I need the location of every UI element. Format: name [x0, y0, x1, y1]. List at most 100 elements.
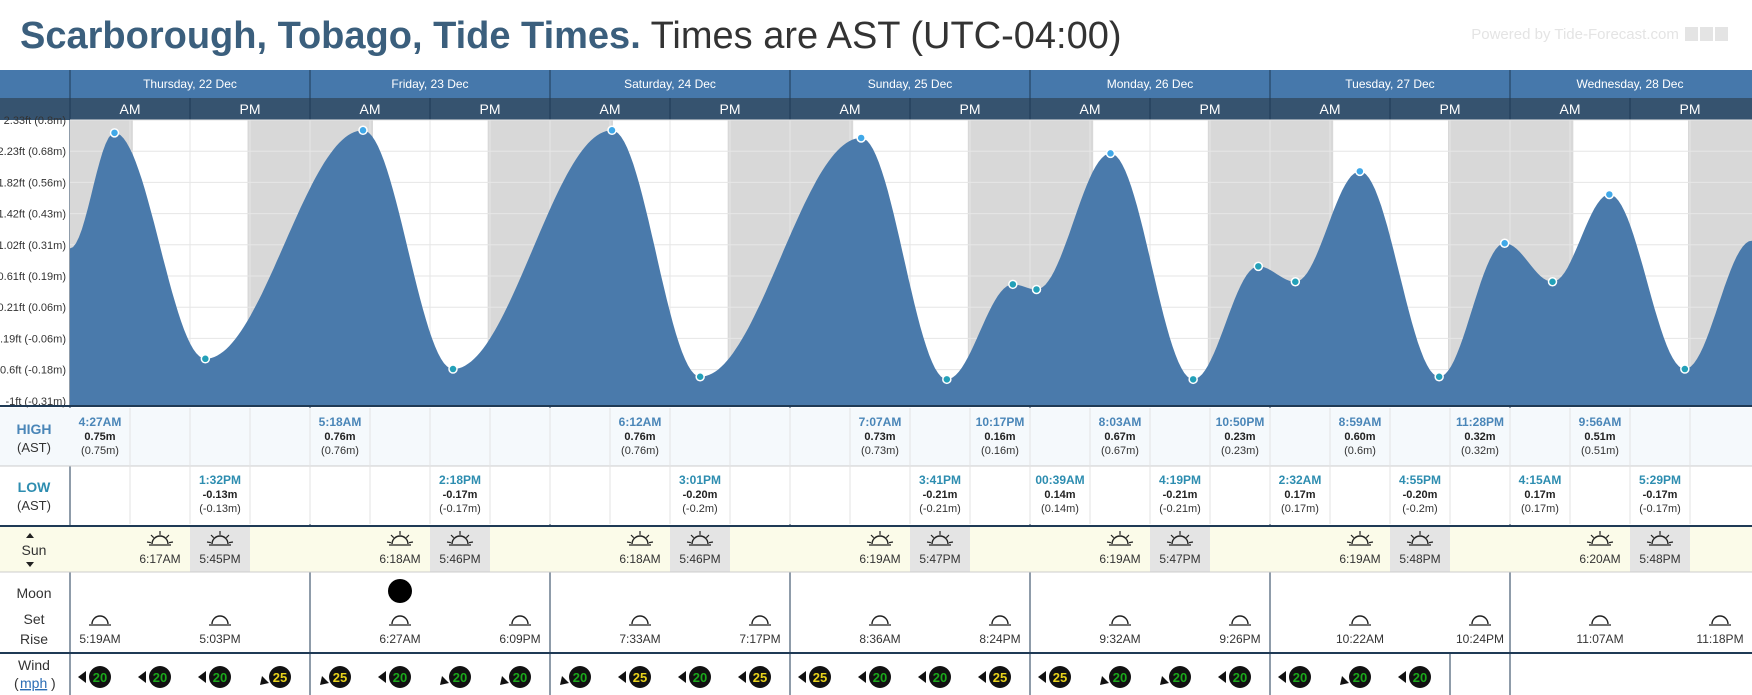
- low-tide-height: 0.17m: [1524, 489, 1555, 501]
- wind-badge: [149, 666, 171, 688]
- sun-ray: [1170, 534, 1175, 539]
- sunrise-icon: [626, 531, 654, 546]
- high-tide-cell: 11:28PM 0.32m (0.32m): [1456, 415, 1504, 457]
- sun-ray: [386, 541, 391, 544]
- wind-badge: [989, 666, 1011, 688]
- sun-ray: [469, 541, 474, 544]
- wind-speed: 25: [753, 670, 767, 685]
- day-label: Friday, 23 Dec: [391, 77, 468, 91]
- sun-ray: [630, 534, 635, 539]
- low-tide-time: 00:39AM: [1035, 473, 1084, 487]
- high-tide-time: 5:18AM: [319, 415, 362, 429]
- moon-arc: [1231, 615, 1249, 625]
- wind-speed: 20: [513, 670, 527, 685]
- wind-unit-label[interactable]: mph: [20, 675, 47, 691]
- moon-arc: [871, 615, 889, 625]
- wind-badge: [389, 666, 411, 688]
- sun-ray: [1605, 534, 1610, 539]
- high-tide-time: 10:17PM: [976, 415, 1025, 429]
- moon-time: 8:36AM: [859, 632, 900, 646]
- high-tide-time: 8:03AM: [1099, 415, 1142, 429]
- sun-ray: [626, 541, 631, 544]
- wind-indicator: 20: [1278, 666, 1311, 688]
- moon-time: 5:03PM: [199, 632, 240, 646]
- tide-point: [448, 364, 458, 374]
- low-tide-time: 5:29PM: [1639, 473, 1681, 487]
- sun-sort-control[interactable]: Sun: [22, 533, 47, 567]
- low-tide-cell: 2:18PM -0.17m (-0.17m): [439, 473, 481, 515]
- moon-set-label: Set: [23, 611, 44, 627]
- wind-badge: [449, 666, 471, 688]
- sun-ray: [686, 541, 691, 544]
- moon-rise-label: Rise: [20, 631, 48, 647]
- low-tide-height-alt: (0.14m): [1041, 503, 1079, 515]
- moon-event-cell: 11:18PM: [1696, 615, 1744, 646]
- wind-direction-icon: [260, 676, 269, 685]
- share-icon[interactable]: [1685, 27, 1698, 41]
- powered-by-label: Powered by Tide-Forecast.com: [1471, 26, 1679, 43]
- sun-ray: [1350, 534, 1355, 539]
- wind-direction-icon: [500, 676, 509, 685]
- moon-horizon-icon: [389, 615, 411, 626]
- page-title-place: Scarborough, Tobago, Tide Times.: [20, 15, 641, 57]
- tide-area: [70, 130, 1752, 406]
- high-tide-height: 0.60m: [1344, 431, 1375, 443]
- sunset-icon: [446, 531, 474, 546]
- moon-horizon-icon: [869, 615, 891, 626]
- pm-label: PM: [720, 101, 741, 117]
- wind-indicator: 20: [1398, 666, 1431, 688]
- sunset-icon: [1406, 531, 1434, 546]
- low-tide-height: -0.21m: [1163, 489, 1198, 501]
- low-tide-cell: 3:41PM -0.21m (-0.21m): [919, 473, 961, 515]
- wind-direction-icon: [618, 671, 626, 683]
- info-icon[interactable]: [1715, 27, 1728, 41]
- powered-by[interactable]: Powered by Tide-Forecast.com: [1471, 26, 1728, 43]
- wind-badge: [569, 666, 591, 688]
- wind-speed: 20: [1173, 670, 1187, 685]
- moon-horizon-icon: [209, 615, 231, 626]
- sun-ray: [1646, 541, 1651, 544]
- wind-direction-icon: [918, 671, 926, 683]
- sunrise-icon: [1346, 531, 1374, 546]
- sun-time: 5:48PM: [1399, 552, 1440, 566]
- low-tide-time: 3:41PM: [919, 473, 961, 487]
- sun-ray: [645, 534, 650, 539]
- y-axis-label: 1.82ft (0.56m): [0, 177, 66, 189]
- sort-down-icon[interactable]: [26, 562, 34, 567]
- high-tide-height: 0.67m: [1104, 431, 1135, 443]
- wind-indicator: 20: [1100, 666, 1131, 688]
- tide-point: [1031, 284, 1042, 295]
- wind-badge: [809, 666, 831, 688]
- sun-ray: [709, 541, 714, 544]
- print-icon[interactable]: [1700, 27, 1713, 41]
- wind-indicator: 25: [738, 666, 771, 688]
- sunrise-icon: [1106, 531, 1134, 546]
- wind-unit-link[interactable]: mph: [20, 675, 47, 691]
- moon-arc: [991, 615, 1009, 625]
- sun-ray: [1669, 541, 1674, 544]
- moon-event-cell: 8:24PM: [979, 615, 1021, 646]
- sunset-icon: [206, 531, 234, 546]
- sun-row-label: Sun: [22, 542, 47, 558]
- low-tide-cell: 1:32PM -0.13m (-0.13m): [199, 473, 241, 515]
- low-tide-height-alt: (-0.17m): [439, 503, 481, 515]
- sun-ray: [930, 534, 935, 539]
- moon-horizon-icon: [1349, 615, 1371, 626]
- sun-ray: [146, 541, 151, 544]
- wind-indicator: 25: [260, 666, 291, 688]
- low-tide-time: 4:15AM: [1519, 473, 1562, 487]
- wind-badge: [869, 666, 891, 688]
- moon-arc: [751, 615, 769, 625]
- high-tide-height-alt: (0.23m): [1221, 445, 1259, 457]
- sun-ray: [405, 534, 410, 539]
- high-row-ast: (AST): [17, 440, 51, 455]
- moon-horizon-icon: [1589, 615, 1611, 626]
- wind-indicator: 20: [440, 666, 471, 688]
- high-tide-height-alt: (0.76m): [621, 445, 659, 457]
- sun-ray: [1189, 541, 1194, 544]
- high-tide-time: 6:12AM: [619, 415, 662, 429]
- sun-set-cell: 5:47PM: [1150, 527, 1210, 572]
- sort-up-icon[interactable]: [26, 533, 34, 538]
- sun-ray: [885, 534, 890, 539]
- high-tide-height-alt: (0.32m): [1461, 445, 1499, 457]
